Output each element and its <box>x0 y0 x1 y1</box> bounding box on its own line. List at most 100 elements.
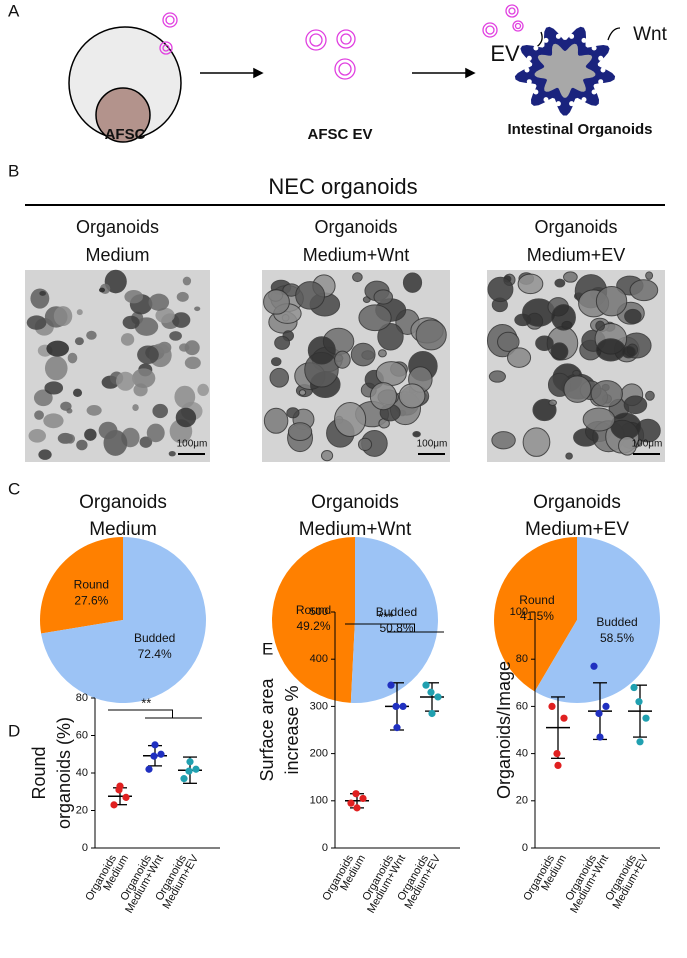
organoid-blob <box>139 436 153 448</box>
organoid-blob <box>34 410 44 420</box>
organoid-blob <box>624 308 642 324</box>
cell-dot <box>591 45 597 51</box>
data-point <box>185 767 193 775</box>
organoid-blob <box>72 388 83 397</box>
slice-value: 27.6% <box>74 593 108 607</box>
slice-label: Budded <box>596 615 637 629</box>
organoid-blob <box>46 340 69 357</box>
diagram-ev: EV <box>490 41 520 66</box>
cell-dot <box>543 37 549 43</box>
pie-slice <box>350 537 439 703</box>
organoid-blob <box>30 288 50 309</box>
data-point <box>635 698 643 706</box>
organoid-blob <box>522 427 551 457</box>
slice-label: Budded <box>134 631 175 645</box>
organoid-blob <box>497 331 520 352</box>
organoid-blob <box>610 412 642 440</box>
organoid-blob <box>184 356 201 370</box>
organoid-blob <box>595 285 628 317</box>
organoid-blob <box>74 337 84 346</box>
slice-label: Round <box>519 593 554 607</box>
diagram-label: Intestinal Organoids <box>507 121 652 138</box>
cell-dot <box>569 33 575 39</box>
organoid-blob <box>86 330 97 340</box>
scale-bar-label: 100μm <box>417 439 448 450</box>
data-point <box>347 799 355 807</box>
panel-label: C <box>8 479 20 498</box>
cell-dot <box>581 37 587 43</box>
y-tick-label: 40 <box>516 748 528 760</box>
organoid-blob <box>65 434 76 444</box>
organoid-blob <box>98 287 106 293</box>
micrograph <box>25 269 210 462</box>
diagram-label: AFSC <box>105 126 146 143</box>
slice-value: 41.5% <box>520 609 554 623</box>
organoid-blob <box>550 342 569 361</box>
data-point <box>392 702 400 711</box>
organoid-blob <box>124 290 144 304</box>
y-axis-title: Round <box>29 746 49 799</box>
slice-label: Round <box>74 577 109 591</box>
significance-bracket <box>108 709 202 719</box>
organoid-blob <box>582 407 616 432</box>
organoid-blob <box>358 304 392 332</box>
organoid-blob <box>623 395 648 415</box>
organoid-blob <box>645 271 654 280</box>
organoid-blob <box>573 428 599 447</box>
organoid-blob <box>286 407 300 419</box>
data-point <box>422 681 430 689</box>
y-tick-label: 80 <box>76 692 88 704</box>
organoid-blob <box>618 436 637 456</box>
panel-label: D <box>8 721 20 740</box>
significance-bracket <box>345 623 444 633</box>
y-axis-title: Organoids/Image <box>494 661 514 799</box>
cell-dot <box>526 79 532 85</box>
organoid-blob <box>369 382 397 411</box>
organoid-blob <box>44 356 68 381</box>
organoid-blob <box>320 450 334 462</box>
organoid-blob <box>197 383 209 396</box>
organoid-blob <box>174 385 196 409</box>
pie-slice <box>39 537 123 634</box>
chart-title: Organoids <box>79 492 167 513</box>
organoid-blob <box>487 276 514 303</box>
organoid-blob <box>572 369 581 377</box>
panel-label: B <box>8 161 19 180</box>
scale-bar-label: 100μm <box>632 439 663 450</box>
organoid-blob <box>274 335 291 350</box>
organoid-blob <box>122 315 140 330</box>
organoid-blob <box>84 428 97 441</box>
chart-title: Medium <box>89 519 157 540</box>
data-point <box>590 662 598 670</box>
organoid-blob <box>132 404 139 411</box>
data-point <box>548 702 556 711</box>
panel-label: E <box>262 639 273 658</box>
y-tick-label: 400 <box>310 653 328 665</box>
organoid-blob <box>595 320 606 332</box>
image-title: Medium+Wnt <box>303 245 410 265</box>
data-point <box>630 683 638 692</box>
data-point <box>157 750 165 758</box>
organoid-blob <box>184 340 200 356</box>
organoid-blob <box>43 413 64 429</box>
organoid-blob <box>375 361 407 386</box>
organoid-blob <box>148 293 170 311</box>
cell-dot <box>533 45 539 51</box>
cell-dot <box>533 89 539 95</box>
y-tick-label: 0 <box>82 842 88 854</box>
organoid-blob <box>307 336 336 365</box>
y-tick-label: 300 <box>310 700 328 712</box>
organoid-blob <box>563 375 592 403</box>
y-tick-label: 0 <box>322 842 328 854</box>
organoid-blob <box>155 307 175 324</box>
y-tick-label: 60 <box>76 729 88 741</box>
organoid-blob <box>76 309 83 316</box>
data-point <box>602 702 610 711</box>
organoid-blob <box>67 352 78 364</box>
organoid-blob <box>120 333 135 346</box>
significance-label: *** <box>378 609 393 624</box>
organoid-blob <box>629 279 659 302</box>
y-tick-label: 100 <box>510 606 528 618</box>
organoid-blob <box>377 322 404 351</box>
y-tick-label: 20 <box>76 804 88 816</box>
